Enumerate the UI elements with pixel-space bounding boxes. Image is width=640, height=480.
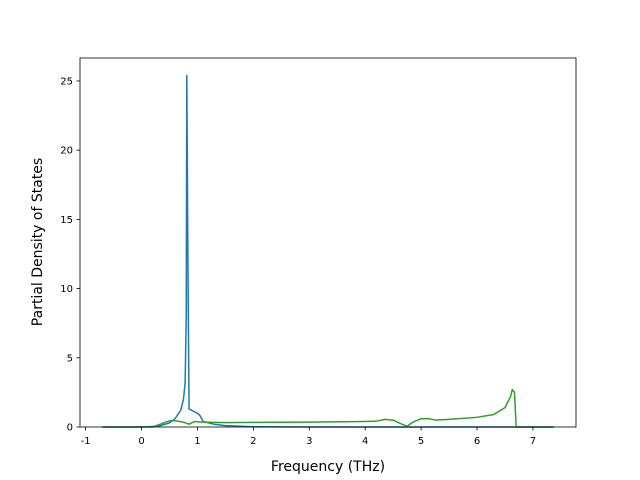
x-tick-label: 1 xyxy=(194,436,200,447)
y-tick-label: 15 xyxy=(60,215,73,226)
x-tick-label: -1 xyxy=(81,436,91,447)
x-tick-label: 3 xyxy=(306,436,312,447)
y-tick-label: 0 xyxy=(67,423,73,434)
x-tick-label: 6 xyxy=(474,436,480,447)
plot-frame xyxy=(79,57,577,428)
y-tick-label: 5 xyxy=(67,353,73,364)
data-line xyxy=(102,388,554,428)
x-tick-label: 0 xyxy=(138,436,144,447)
y-tick-label: 10 xyxy=(60,284,73,295)
y-tick-label: 25 xyxy=(60,76,73,87)
y-tick-label: 20 xyxy=(60,146,73,157)
y-axis-label: Partial Density of States xyxy=(30,158,46,326)
x-tick-label: 5 xyxy=(418,436,424,447)
x-tick-label: 7 xyxy=(530,436,536,447)
data-line xyxy=(102,74,554,428)
x-tick-label: 2 xyxy=(250,436,256,447)
x-tick-label: 4 xyxy=(362,436,368,447)
x-axis-label: Frequency (THz) xyxy=(271,459,385,475)
